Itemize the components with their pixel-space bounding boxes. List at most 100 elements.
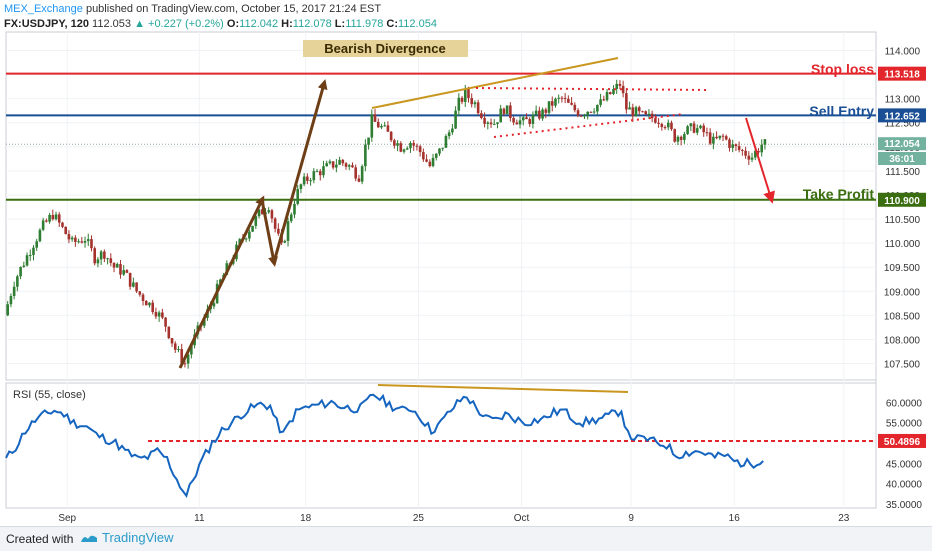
candle-body	[389, 131, 393, 141]
candle-body	[74, 237, 77, 242]
candle-body	[718, 135, 722, 139]
candle-body	[444, 136, 448, 148]
candle-body	[41, 220, 45, 230]
candle-body	[219, 279, 222, 284]
candle-body	[647, 113, 651, 115]
candle-body	[341, 159, 345, 164]
candle-body	[32, 247, 35, 255]
price-tags: 113.518 112.652 110.900 112.054	[878, 66, 926, 207]
price-tick-label: 111.500	[885, 167, 920, 178]
candle-body	[45, 220, 48, 222]
candle-body	[402, 149, 406, 152]
candle-body	[531, 114, 535, 124]
close-label: C:	[386, 18, 398, 30]
price-divergence-line	[371, 57, 619, 109]
candle-body	[376, 121, 380, 128]
rsi-axis[interactable]: 60.000055.000050.000045.000040.000035.00…	[886, 398, 923, 511]
candle-body	[451, 128, 454, 133]
candle-body	[119, 264, 122, 275]
candle-body	[724, 136, 728, 140]
candle-body	[689, 123, 693, 127]
candle-body	[521, 117, 525, 121]
rsi-level-value: 50.4896	[884, 437, 921, 448]
candle-body	[634, 107, 638, 117]
high-value: 112.078	[292, 18, 332, 30]
symbol-label[interactable]: FX:USDJPY, 120	[4, 18, 89, 30]
candle-body	[650, 113, 654, 119]
candle-body	[144, 300, 148, 306]
candle-body	[486, 122, 490, 124]
candle-body	[750, 157, 754, 160]
high-label: H:	[281, 18, 293, 30]
candle-body	[70, 237, 74, 240]
rsi-line	[5, 393, 764, 499]
candle-body	[270, 210, 274, 219]
candle-body	[103, 251, 106, 259]
candle-body	[399, 143, 403, 152]
rsi-pane	[5, 382, 877, 509]
candle-body	[496, 122, 499, 124]
impulse-arrow-1	[178, 195, 265, 369]
candle-body	[476, 102, 480, 114]
footer-bar: Created with TradingView	[0, 526, 932, 551]
candle-body	[25, 255, 29, 266]
candle-body	[51, 214, 55, 220]
candle-body	[480, 113, 483, 119]
candle-body	[734, 144, 738, 147]
candle-body	[312, 171, 316, 181]
candle-body	[183, 363, 187, 365]
candle-body	[35, 241, 38, 248]
candle-body	[306, 176, 309, 181]
candle-body	[315, 171, 319, 173]
candle-body	[683, 134, 686, 140]
price-tick-label: 109.000	[884, 287, 921, 298]
candle-body	[744, 150, 747, 156]
candle-body	[602, 99, 606, 101]
candle-body	[273, 218, 277, 229]
candle-body	[702, 125, 705, 133]
candle-body	[19, 266, 22, 277]
impulse-arrow-2	[260, 199, 278, 267]
candle-body	[57, 214, 61, 223]
candle-body	[354, 167, 357, 179]
tradingview-brand[interactable]: TradingView	[80, 530, 174, 545]
candle-body	[16, 276, 19, 287]
brand-name: TradingView	[102, 530, 174, 545]
candle-body	[554, 98, 557, 106]
candle-body	[499, 108, 502, 123]
price-tick-label: 108.500	[884, 311, 921, 322]
price-tick-label: 108.000	[884, 335, 921, 346]
candle-body	[99, 251, 103, 260]
rsi-tick-label: 35.0000	[886, 500, 923, 511]
author-link[interactable]: MEX_Exchange	[4, 3, 83, 15]
candle-body	[80, 241, 84, 243]
candle-body	[367, 137, 370, 145]
candle-body	[483, 118, 486, 124]
candle-body	[441, 147, 444, 149]
candle-body	[654, 118, 657, 123]
candle-body	[351, 165, 354, 168]
candle-body	[525, 117, 528, 120]
candle-body	[244, 238, 248, 240]
candle-body	[277, 228, 280, 234]
candle-body	[9, 295, 13, 305]
price-axis[interactable]: 114.000113.500113.000112.500112.000111.5…	[6, 46, 921, 371]
candle-body	[763, 139, 767, 145]
price-tick-label: 114.000	[885, 46, 921, 57]
candle-body	[141, 294, 145, 301]
time-tick-label: 9	[628, 513, 634, 524]
candle-body	[489, 122, 493, 125]
candle-body	[109, 258, 113, 263]
candle-body	[583, 115, 586, 117]
candle-body	[170, 338, 174, 344]
time-tick-label: 25	[413, 513, 425, 524]
triangle-upper-line	[475, 87, 709, 91]
time-axis[interactable]: Sep 11 18 25 Oct 9 16 23	[58, 32, 850, 524]
candle-body	[157, 312, 161, 317]
impulse-arrow-3	[272, 79, 328, 263]
candle-body	[161, 312, 164, 318]
candle-body	[615, 83, 618, 89]
price-chart[interactable]: 114.000113.500113.000112.500112.000111.5…	[0, 0, 932, 526]
last-price: 112.053	[92, 18, 131, 30]
candle-body	[122, 270, 125, 275]
